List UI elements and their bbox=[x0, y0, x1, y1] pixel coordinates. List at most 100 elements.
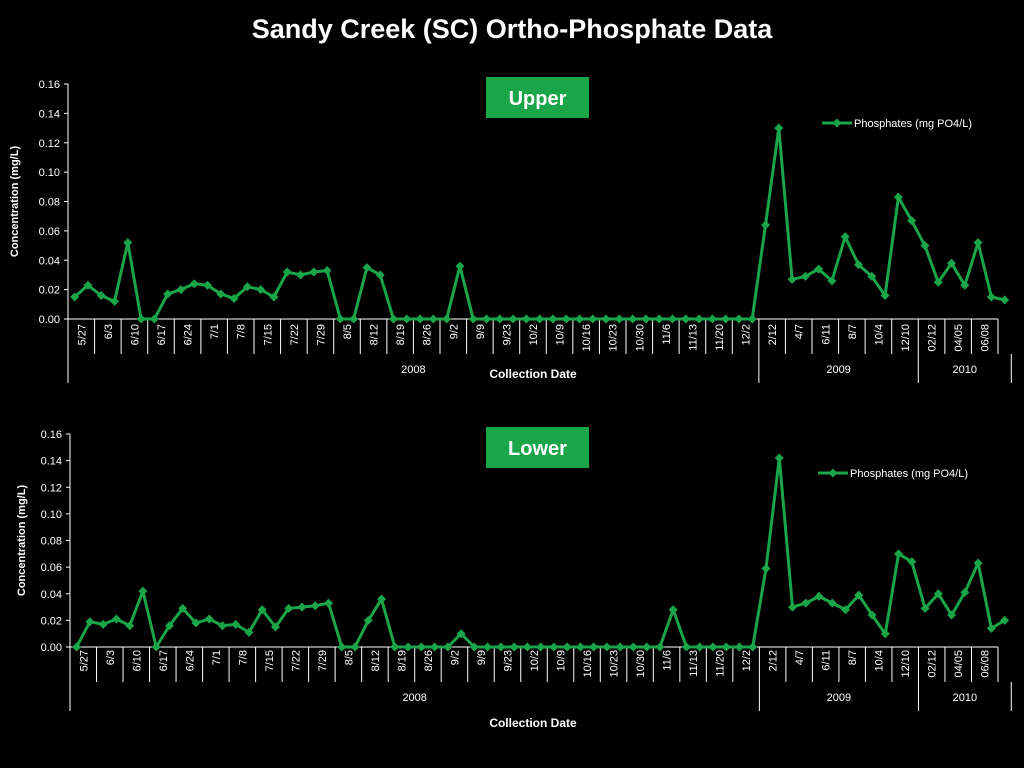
lower-x-tick-label: 6/10 bbox=[131, 650, 143, 671]
upper-data-point bbox=[296, 270, 305, 280]
lower-legend-marker bbox=[828, 468, 838, 478]
upper-year-label: 2008 bbox=[401, 364, 425, 376]
upper-x-tick-label: 7/1 bbox=[209, 324, 221, 339]
lower-x-tick-label: 10/30 bbox=[635, 650, 647, 678]
upper-x-tick-label: 7/29 bbox=[315, 324, 327, 345]
lower-data-point bbox=[496, 642, 506, 652]
lower-data-point bbox=[695, 642, 705, 652]
upper-data-point bbox=[588, 314, 598, 324]
upper-data-point bbox=[920, 241, 930, 251]
upper-data-point bbox=[840, 232, 850, 242]
lower-x-tick-label: 10/2 bbox=[529, 650, 541, 671]
upper-y-tick-label: 0.10 bbox=[39, 167, 60, 179]
upper-data-point bbox=[694, 314, 704, 324]
lower-x-tick-label: 06/08 bbox=[980, 650, 992, 678]
lower-data-point bbox=[456, 629, 466, 639]
upper-data-point bbox=[521, 314, 531, 324]
lower-data-point bbox=[390, 642, 400, 652]
upper-data-point bbox=[282, 267, 292, 277]
upper-title-box bbox=[486, 77, 589, 118]
lower-data-point bbox=[933, 589, 943, 599]
lower-data-point bbox=[125, 621, 135, 631]
upper-y-tick-label: 0.02 bbox=[39, 285, 60, 297]
upper-y-tick-label: 0.04 bbox=[39, 255, 60, 267]
upper-x-tick-label: 02/12 bbox=[927, 324, 939, 352]
upper-data-point bbox=[216, 289, 226, 299]
upper-data-point bbox=[428, 314, 438, 324]
upper-data-point bbox=[747, 314, 757, 324]
upper-data-point bbox=[508, 314, 518, 324]
lower-y-tick-label: 0.10 bbox=[41, 509, 62, 521]
lower-y-tick-label: 0.08 bbox=[41, 536, 62, 548]
lower-x-tick-label: 12/2 bbox=[741, 650, 753, 671]
lower-x-tick-label: 5/27 bbox=[78, 650, 90, 671]
lower-data-point bbox=[151, 642, 161, 652]
upper-x-axis-title: Collection Date bbox=[489, 367, 577, 381]
upper-x-tick-label: 6/24 bbox=[183, 324, 195, 345]
lower-x-tick-label: 8/5 bbox=[343, 650, 355, 665]
upper-x-tick-label: 04/05 bbox=[953, 324, 965, 352]
lower-title-box bbox=[486, 427, 589, 468]
lower-legend-label: Phosphates (mg PO4/L) bbox=[850, 468, 968, 480]
upper-data-point bbox=[535, 314, 545, 324]
lower-x-tick-label: 2/12 bbox=[768, 650, 780, 671]
lower-data-point bbox=[270, 622, 280, 632]
upper-data-point bbox=[189, 279, 199, 289]
upper-data-point bbox=[1000, 295, 1010, 305]
upper-x-tick-label: 10/30 bbox=[634, 324, 646, 352]
lower-x-tick-label: 7/1 bbox=[211, 650, 223, 665]
lower-data-point bbox=[867, 610, 877, 620]
upper-data-point bbox=[867, 271, 877, 281]
upper-data-point bbox=[163, 289, 173, 299]
upper-x-tick-label: 7/22 bbox=[289, 324, 301, 345]
upper-data-point bbox=[575, 314, 584, 324]
lower-data-point bbox=[443, 642, 453, 652]
lower-x-tick-label: 7/8 bbox=[237, 650, 249, 665]
lower-x-tick-label: 9/2 bbox=[449, 650, 461, 665]
lower-x-tick-label: 8/19 bbox=[396, 650, 408, 671]
lower-data-point bbox=[204, 614, 214, 624]
lower-y-tick-label: 0.12 bbox=[41, 482, 62, 494]
upper-y-tick-label: 0.12 bbox=[39, 138, 60, 150]
lower-data-point bbox=[111, 614, 121, 624]
upper-series-line bbox=[73, 126, 1005, 321]
upper-data-point bbox=[907, 216, 917, 226]
upper-x-tick-label: 8/7 bbox=[847, 324, 859, 339]
upper-data-point bbox=[123, 238, 133, 248]
lower-x-tick-label: 4/7 bbox=[794, 650, 806, 665]
upper-data-point bbox=[827, 276, 837, 286]
lower-data-point bbox=[708, 642, 718, 652]
upper-data-point bbox=[721, 314, 731, 324]
upper-data-point bbox=[309, 267, 319, 277]
lower-x-tick-label: 8/12 bbox=[370, 650, 382, 671]
upper-x-tick-label: 7/15 bbox=[262, 324, 274, 345]
lower-data-point bbox=[164, 621, 174, 631]
lower-data-point bbox=[854, 590, 864, 600]
upper-data-point bbox=[362, 263, 372, 273]
upper-chart: 0.00 0.02 0.04 0.06 0.08 0.10 0.12 0.14 0.16 Conc… bbox=[9, 77, 1012, 383]
lower-x-tick-label: 7/29 bbox=[317, 650, 329, 671]
lower-data-point bbox=[231, 619, 241, 629]
upper-data-point bbox=[800, 271, 810, 281]
lower-y-tick-label: 0.14 bbox=[41, 456, 62, 468]
lower-data-point bbox=[310, 601, 320, 611]
lower-data-point bbox=[469, 642, 479, 652]
lower-data-point bbox=[549, 642, 559, 652]
upper-data-point bbox=[349, 314, 359, 324]
lower-data-point bbox=[138, 586, 148, 596]
upper-legend-marker bbox=[832, 118, 842, 128]
upper-x-tick-label: 11/6 bbox=[661, 324, 673, 345]
lower-data-point bbox=[880, 629, 890, 639]
upper-data-point bbox=[455, 261, 465, 271]
upper-data-point bbox=[136, 314, 146, 324]
lower-x-tick-label: 7/22 bbox=[290, 650, 302, 671]
upper-data-point bbox=[814, 264, 824, 274]
lower-data-point bbox=[85, 617, 95, 627]
lower-data-point bbox=[191, 618, 201, 628]
upper-x-tick-label: 7/8 bbox=[236, 324, 248, 339]
lower-x-tick-label: 11/20 bbox=[715, 650, 727, 677]
upper-y-tick-label: 0.14 bbox=[39, 108, 60, 120]
upper-x-tick-label: 8/5 bbox=[342, 324, 354, 339]
upper-data-point bbox=[601, 314, 611, 324]
lower-data-point bbox=[721, 642, 731, 652]
